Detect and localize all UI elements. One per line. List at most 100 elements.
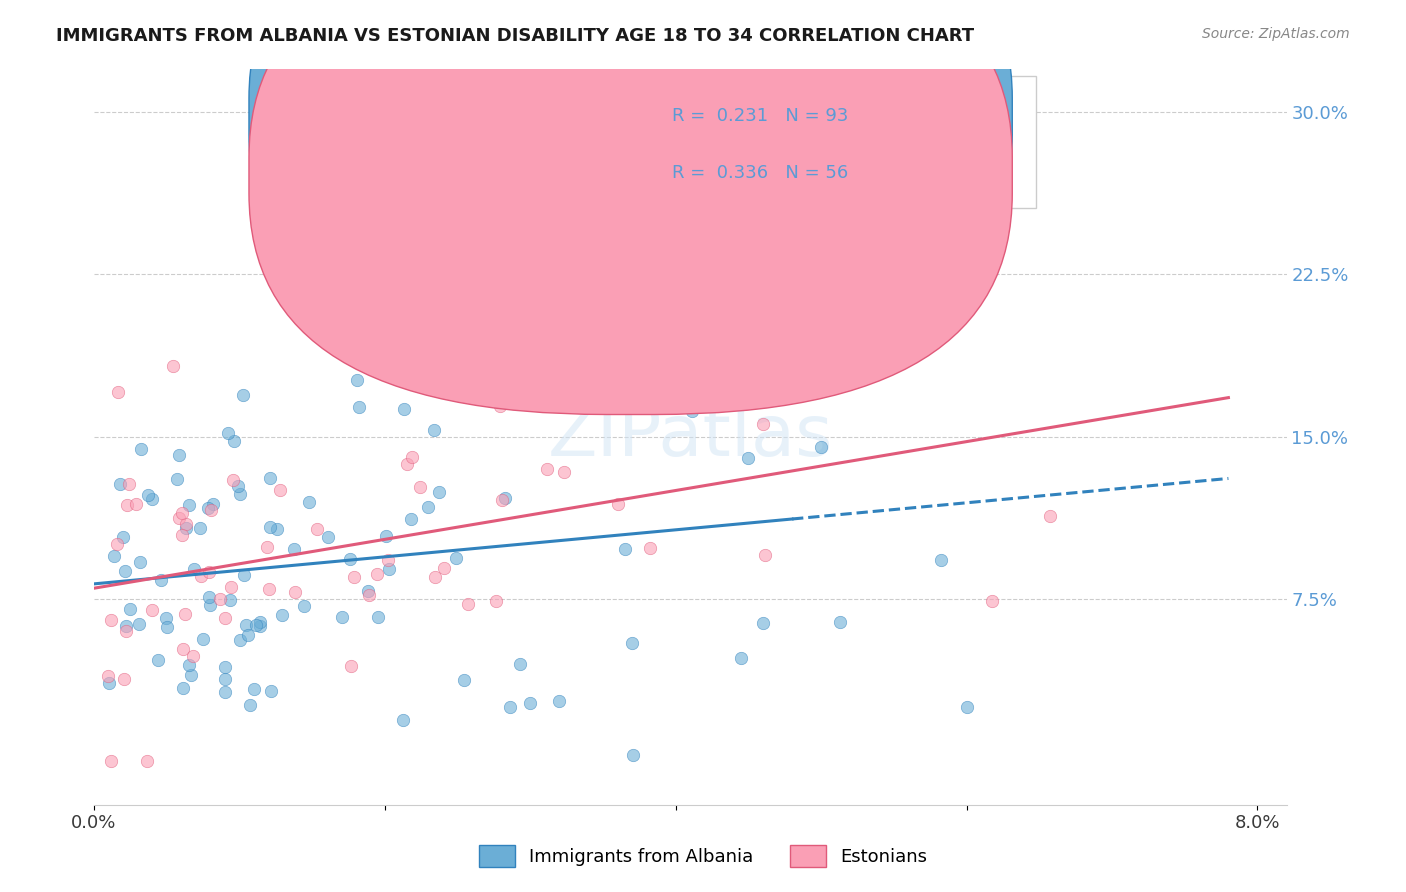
Point: [183, 562, 205, 576]
Point: [409, 480, 432, 494]
Point: [730, 650, 752, 665]
Point: [114, 619, 136, 633]
Point: [271, 608, 294, 623]
Point: [283, 541, 305, 556]
Point: [242, 682, 264, 697]
Text: R =  0.336   N = 56: R = 0.336 N = 56: [672, 164, 849, 182]
Point: [751, 616, 773, 631]
Point: [174, 516, 197, 531]
Point: [553, 465, 575, 479]
Point: [190, 569, 212, 583]
Point: [172, 528, 194, 542]
Point: [423, 423, 446, 437]
Point: [235, 617, 257, 632]
Point: [180, 668, 202, 682]
Point: [177, 658, 200, 673]
Point: [198, 598, 221, 612]
Point: [357, 588, 380, 602]
Point: [118, 601, 141, 615]
Point: [392, 402, 415, 417]
Point: [172, 681, 194, 696]
Point: [115, 498, 138, 512]
Point: [499, 699, 522, 714]
Point: [269, 483, 291, 498]
Point: [214, 611, 236, 625]
Point: [340, 658, 363, 673]
Point: [141, 602, 163, 616]
Text: Source: ZipAtlas.com: Source: ZipAtlas.com: [1202, 27, 1350, 41]
Point: [209, 591, 232, 606]
Point: [170, 506, 193, 520]
Point: [776, 244, 799, 259]
Point: [366, 566, 388, 581]
Point: [509, 657, 531, 672]
Point: [245, 617, 267, 632]
Point: [606, 497, 628, 511]
Point: [188, 521, 211, 535]
Point: [107, 384, 129, 399]
Point: [427, 485, 450, 500]
Point: [955, 700, 977, 714]
Point: [519, 696, 541, 710]
Legend: Immigrants from Albania, Estonians: Immigrants from Albania, Estonians: [471, 838, 935, 874]
Point: [218, 592, 240, 607]
Point: [433, 561, 456, 575]
Point: [636, 245, 658, 260]
Point: [177, 498, 200, 512]
Point: [156, 620, 179, 634]
Point: [118, 477, 141, 491]
Point: [173, 607, 195, 621]
Point: [980, 594, 1002, 608]
Point: [259, 471, 281, 485]
Point: [828, 615, 851, 629]
Point: [202, 497, 225, 511]
Point: [395, 457, 418, 471]
Point: [112, 530, 135, 544]
Point: [423, 569, 446, 583]
Point: [125, 497, 148, 511]
Point: [100, 755, 122, 769]
Point: [239, 698, 262, 712]
Point: [292, 599, 315, 613]
Point: [214, 685, 236, 699]
Point: [357, 583, 380, 598]
Point: [97, 669, 120, 683]
Text: R =  0.231   N = 93: R = 0.231 N = 93: [672, 107, 849, 126]
Point: [912, 241, 935, 255]
Point: [877, 318, 900, 333]
Point: [198, 565, 221, 579]
Point: [681, 404, 703, 418]
Point: [536, 461, 558, 475]
Point: [224, 434, 246, 448]
Point: [141, 492, 163, 507]
Point: [614, 541, 637, 556]
Point: [444, 551, 467, 566]
Point: [112, 672, 135, 686]
Point: [339, 552, 361, 566]
Point: [236, 628, 259, 642]
Point: [754, 548, 776, 562]
Point: [305, 522, 328, 536]
Point: [183, 648, 205, 663]
Point: [249, 618, 271, 632]
Point: [810, 441, 832, 455]
Point: [229, 487, 252, 501]
Point: [751, 417, 773, 432]
Point: [172, 642, 194, 657]
Point: [256, 541, 278, 555]
Point: [222, 473, 245, 487]
Point: [129, 442, 152, 457]
Point: [621, 747, 644, 762]
Point: [97, 676, 120, 690]
Point: [347, 400, 370, 414]
Point: [640, 541, 662, 556]
Point: [197, 501, 219, 516]
Point: [488, 399, 510, 413]
Point: [1039, 509, 1062, 524]
Point: [103, 549, 125, 563]
Point: [105, 537, 128, 551]
Point: [401, 450, 423, 465]
Point: [217, 425, 239, 440]
Point: [259, 520, 281, 534]
Point: [257, 582, 280, 597]
